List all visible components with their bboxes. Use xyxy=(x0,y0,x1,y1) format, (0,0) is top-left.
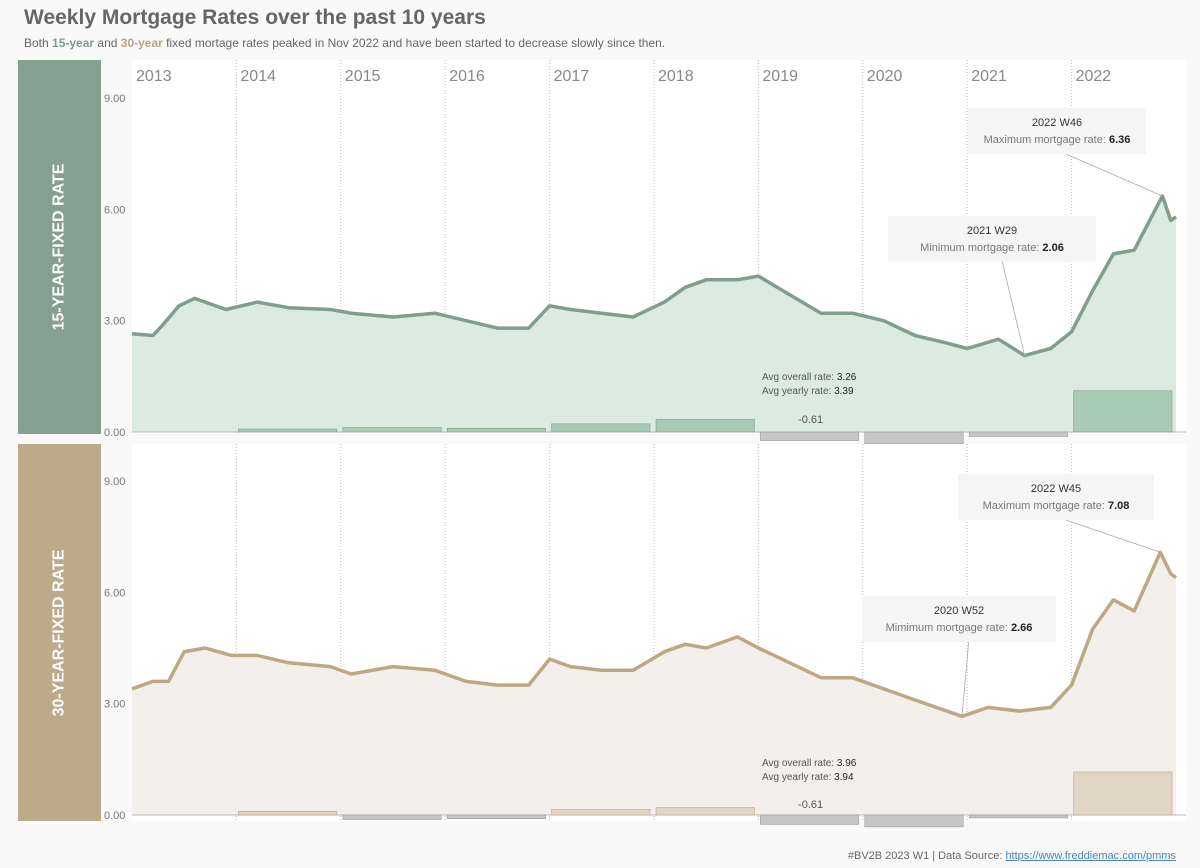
yearly-diff-bar xyxy=(655,419,755,433)
year-label: 2018 xyxy=(658,68,694,85)
avg-overall-label: Avg overall rate: xyxy=(762,372,837,383)
min-callout-box xyxy=(862,596,1056,642)
min-callout-label: Minimum mortgage rate: xyxy=(920,242,1042,254)
rate-area xyxy=(132,196,1176,432)
footer: #BV2B 2023 W1 | Data Source: https://www… xyxy=(848,850,1176,862)
rate-area xyxy=(132,552,1176,815)
avg-yearly-value: 3.39 xyxy=(834,386,854,397)
yearly-diff-label: -0.61 xyxy=(798,799,823,811)
subtitle-15-year: 15-year xyxy=(52,36,95,50)
yearly-diff-bar xyxy=(968,431,1068,437)
avg-overall-label: Avg overall rate: xyxy=(762,758,837,769)
chart-title: Weekly Mortgage Rates over the past 10 y… xyxy=(24,6,486,29)
min-callout-box xyxy=(888,216,1096,262)
max-callout-value: 6.36 xyxy=(1109,134,1130,146)
yearly-diff-label: -0.61 xyxy=(798,414,823,426)
max-callout-value: 7.08 xyxy=(1108,500,1129,512)
min-callout-label: Mimimum mortgage rate: xyxy=(886,622,1011,634)
max-callout-text: Maximum mortgage rate: 7.08 xyxy=(983,500,1130,512)
avg-overall-text: Avg overall rate: 3.96 xyxy=(762,758,857,769)
footer-text: #BV2B 2023 W1 | Data Source: xyxy=(847,850,1006,862)
max-callout-title: 2022 W46 xyxy=(1032,117,1082,129)
panel-30-band: 30-YEAR-FIXED RATE xyxy=(18,444,101,821)
data-source-link[interactable]: https://www.freddiemac.com/pmms xyxy=(1005,850,1176,862)
subtitle-part3: fixed mortage rates peaked in Nov 2022 a… xyxy=(162,36,666,50)
y-tick-label: 3.00 xyxy=(104,699,125,711)
yearly-diff-bar xyxy=(551,423,651,433)
subtitle-part1: Both xyxy=(24,36,53,50)
y-tick-label: 0.00 xyxy=(104,427,125,439)
yearly-diff-bar xyxy=(1073,771,1173,816)
avg-yearly-label: Avg yearly rate: xyxy=(762,386,834,397)
yearly-diff-bar xyxy=(655,807,755,816)
yearly-diff-bar xyxy=(968,814,1068,819)
yearly-diff-bar xyxy=(446,814,546,820)
year-label: 2016 xyxy=(449,68,485,85)
rate-line xyxy=(131,550,1178,719)
yearly-diff-bar xyxy=(342,427,442,433)
subtitle-part2: and xyxy=(94,36,121,50)
year-label: 2014 xyxy=(240,68,276,85)
y-tick-label: 9.00 xyxy=(104,476,125,488)
avg-overall-value: 3.26 xyxy=(837,372,857,383)
yearly-diff-bar xyxy=(551,809,651,816)
y-tick-label: 6.00 xyxy=(104,204,125,216)
yearly-diff-bar xyxy=(1073,390,1173,433)
y-tick-label: 0.00 xyxy=(104,810,125,822)
year-label: 2022 xyxy=(1076,68,1112,85)
year-label: 2013 xyxy=(136,68,172,85)
min-callout-title: 2020 W52 xyxy=(934,605,984,617)
panel-15-band: 15-YEAR-FIXED RATE xyxy=(18,60,101,434)
subtitle-30-year: 30-year xyxy=(120,36,163,50)
year-label: 2020 xyxy=(867,68,903,85)
year-label: 2017 xyxy=(554,68,590,85)
yearly-diff-bar xyxy=(864,814,964,828)
max-callout-box xyxy=(968,108,1146,154)
avg-overall-value: 3.96 xyxy=(837,758,857,769)
max-callout-label: Maximum mortgage rate: xyxy=(983,500,1108,512)
max-callout-leader xyxy=(1065,519,1161,553)
max-callout-box xyxy=(958,474,1154,520)
avg-yearly-text: Avg yearly rate: 3.39 xyxy=(762,386,854,397)
yearly-diff-bar xyxy=(760,814,860,825)
yearly-diff-bar xyxy=(760,431,860,441)
y-tick-label: 9.00 xyxy=(104,93,125,105)
max-callout-leader xyxy=(1065,153,1163,197)
avg-yearly-label: Avg yearly rate: xyxy=(762,772,834,783)
yearly-diff-bar xyxy=(342,814,442,820)
min-callout-leader xyxy=(1002,261,1026,356)
min-callout-value: 2.66 xyxy=(1011,622,1032,634)
avg-overall-text: Avg overall rate: 3.26 xyxy=(762,372,857,383)
year-label: 2015 xyxy=(345,68,381,85)
y-tick-label: 3.00 xyxy=(104,316,125,328)
max-callout-label: Maximum mortgage rate: xyxy=(984,134,1109,146)
yearly-diff-bar xyxy=(238,810,338,816)
min-callout-text: Minimum mortgage rate: 2.06 xyxy=(920,242,1064,254)
yearly-diff-bar xyxy=(238,428,338,433)
avg-yearly-value: 3.94 xyxy=(834,772,854,783)
max-callout-title: 2022 W45 xyxy=(1031,483,1081,495)
min-callout-leader xyxy=(961,641,970,717)
avg-yearly-text: Avg yearly rate: 3.94 xyxy=(762,772,854,783)
min-callout-value: 2.06 xyxy=(1042,242,1063,254)
y-tick-label: 6.00 xyxy=(104,587,125,599)
min-callout-text: Mimimum mortgage rate: 2.66 xyxy=(886,622,1033,634)
yearly-diff-bar xyxy=(864,431,964,445)
year-label: 2019 xyxy=(762,68,798,85)
max-callout-text: Maximum mortgage rate: 6.36 xyxy=(984,134,1131,146)
rate-line xyxy=(131,194,1178,358)
yearly-diff-bar xyxy=(446,427,546,433)
chart-subtitle: Both 15-year and 30-year fixed mortage r… xyxy=(24,36,665,50)
year-label: 2021 xyxy=(971,68,1007,85)
min-callout-title: 2021 W29 xyxy=(967,225,1017,237)
